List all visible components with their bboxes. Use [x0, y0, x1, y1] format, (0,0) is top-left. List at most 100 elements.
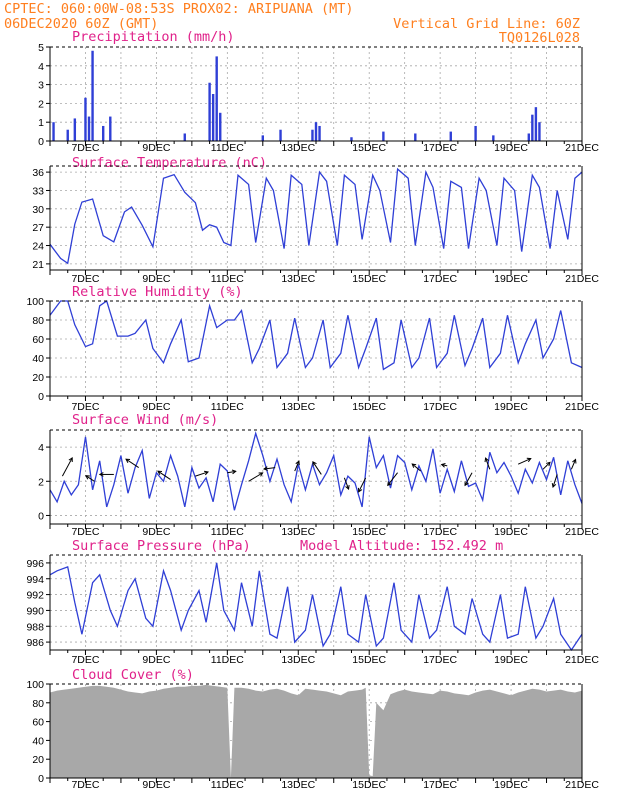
cloud-ytick-label: 20	[32, 754, 44, 766]
precip-bar	[311, 129, 314, 141]
temp-xtick-label: 13DEC	[281, 273, 315, 285]
temp-xtick-label: 7DEC	[71, 273, 99, 285]
pressure-panel: Surface Pressure (hPa) Model Altitude: 15…	[26, 538, 599, 666]
wind-arrowhead	[262, 466, 268, 471]
precip-ytick-label: 2	[38, 98, 44, 110]
precip-ytick-label: 3	[38, 80, 44, 92]
humidity-xtick-label: 19DEC	[494, 401, 528, 413]
cloud-xtick-label: 17DEC	[423, 779, 457, 791]
wind-arrow	[343, 477, 350, 490]
humidity-ytick-label: 60	[32, 334, 44, 346]
pressure-title: Surface Pressure (hPa)	[72, 538, 251, 554]
wind-arrowhead	[231, 469, 237, 475]
wind-arrow	[227, 470, 236, 474]
cloud-panel: Cloud Cover (%) 0 20 40 60 80 100 7DEC 9DEC 11DEC…	[26, 667, 599, 791]
temp-title: Surface Temperature (nC)	[72, 155, 267, 171]
precip-xtick-label: 17DEC	[423, 142, 457, 154]
pressure-ytick-label: 986	[26, 637, 44, 649]
wind-arrow	[517, 458, 531, 465]
wind-arrowhead	[484, 457, 489, 463]
wind-arrowhead	[203, 470, 210, 476]
wind-ytick-label: 4	[38, 442, 44, 454]
wind-title: Surface Wind (m/s)	[72, 412, 218, 428]
precip-bar	[534, 107, 538, 141]
temp-xtick-label: 11DEC	[211, 273, 244, 285]
cloud-ytick-label: 80	[32, 698, 44, 710]
pressure-xtick-label: 19DEC	[494, 654, 528, 666]
wind-series-line	[49, 431, 583, 511]
wind-arrowhead	[464, 481, 469, 487]
humidity-series-line	[49, 299, 583, 371]
temp-ytick-label: 30	[32, 204, 44, 216]
precip-xtick-label: 13DEC	[281, 142, 315, 154]
humidity-xtick-label: 13DEC	[281, 401, 315, 413]
precip-bar	[531, 114, 534, 141]
wind-xtick-label: 9DEC	[142, 526, 170, 538]
wind-arrow	[263, 467, 276, 470]
cloud-ytick-label: 40	[32, 735, 44, 747]
wind-arrowhead	[572, 458, 577, 464]
cloud-ytick-label: 100	[26, 679, 44, 691]
precip-bar	[208, 82, 211, 141]
precip-bar	[449, 131, 452, 141]
cloud-xtick-label: 21DEC	[565, 779, 599, 791]
wind-arrowhead	[68, 457, 73, 462]
cloud-xtick-label: 19DEC	[494, 779, 528, 791]
pressure-ytick-label: 994	[26, 574, 44, 586]
wind-arrow	[85, 475, 95, 482]
temp-xtick-label: 21DEC	[565, 273, 599, 285]
precip-panel: Precipitation (mm/h) 0 1 2 3 4 5 7DEC 9DEC 11DEC 1…	[38, 29, 599, 154]
precip-xtick-label: 11DEC	[211, 142, 244, 154]
cloud-ytick-label: 0	[38, 773, 44, 785]
wind-arrowhead	[258, 472, 264, 477]
precip-xtick-label: 15DEC	[352, 142, 386, 154]
wind-arrowhead	[345, 485, 350, 491]
wind-xtick-label: 7DEC	[71, 526, 99, 538]
precip-bar	[492, 135, 495, 141]
wind-arrow	[387, 472, 398, 486]
header-station: CPTEC: 060:00W-08:53S PROX02: ARIPUANA (…	[4, 1, 354, 17]
wind-arrow	[411, 463, 421, 472]
pressure-ytick-label: 988	[26, 621, 44, 633]
wind-panel: Surface Wind (m/s) 0 2 4 7DEC 9DEC 11DEC 13DEC 1…	[38, 412, 599, 538]
pressure-xtick-label: 21DEC	[565, 654, 599, 666]
temp-ytick-label: 21	[32, 259, 44, 271]
precip-ytick-label: 4	[38, 61, 44, 73]
wind-arrowhead	[551, 483, 557, 489]
humidity-ytick-label: 80	[32, 315, 44, 327]
cloud-ytick-label: 60	[32, 717, 44, 729]
pressure-ytick-label: 992	[26, 590, 44, 602]
temp-xtick-label: 15DEC	[352, 273, 386, 285]
precip-bar	[261, 135, 264, 141]
humidity-ytick-label: 0	[38, 391, 44, 403]
wind-arrowhead	[411, 463, 417, 468]
pressure-xtick-label: 11DEC	[211, 654, 244, 666]
precip-bar	[109, 116, 112, 141]
wind-arrow	[248, 472, 263, 482]
wind-arrow	[294, 461, 300, 472]
precip-title: Precipitation (mm/h)	[72, 29, 235, 45]
precip-bar	[314, 122, 318, 141]
pressure-xtick-label: 17DEC	[423, 654, 457, 666]
wind-arrow	[312, 461, 322, 475]
header-run-date: 06DEC2020 60Z (GMT)	[4, 16, 158, 32]
precip-ytick-label: 1	[38, 117, 44, 129]
humidity-ytick-label: 100	[26, 296, 44, 308]
precip-xtick-label: 9DEC	[142, 142, 170, 154]
temp-ytick-label: 36	[32, 167, 44, 179]
precip-bar	[538, 122, 541, 141]
panels: Precipitation (mm/h) 0 1 2 3 4 5 7DEC 9DEC 11DEC 1…	[26, 29, 599, 791]
pressure-series-line	[49, 562, 583, 652]
precip-bar	[102, 125, 105, 141]
wind-arrowhead	[125, 458, 131, 463]
pressure-xtick-label: 7DEC	[71, 654, 99, 666]
humidity-panel: Relative Humidity (%) 0 20 40 60 80 100 7DEC 9DE…	[26, 284, 599, 413]
humidity-ytick-label: 20	[32, 372, 44, 384]
wind-arrowhead	[440, 462, 446, 468]
cloud-xtick-label: 11DEC	[211, 779, 244, 791]
wind-xtick-label: 19DEC	[494, 526, 528, 538]
humidity-xtick-label: 21DEC	[565, 401, 599, 413]
wind-arrow	[125, 458, 139, 469]
wind-arrowhead	[358, 487, 363, 493]
